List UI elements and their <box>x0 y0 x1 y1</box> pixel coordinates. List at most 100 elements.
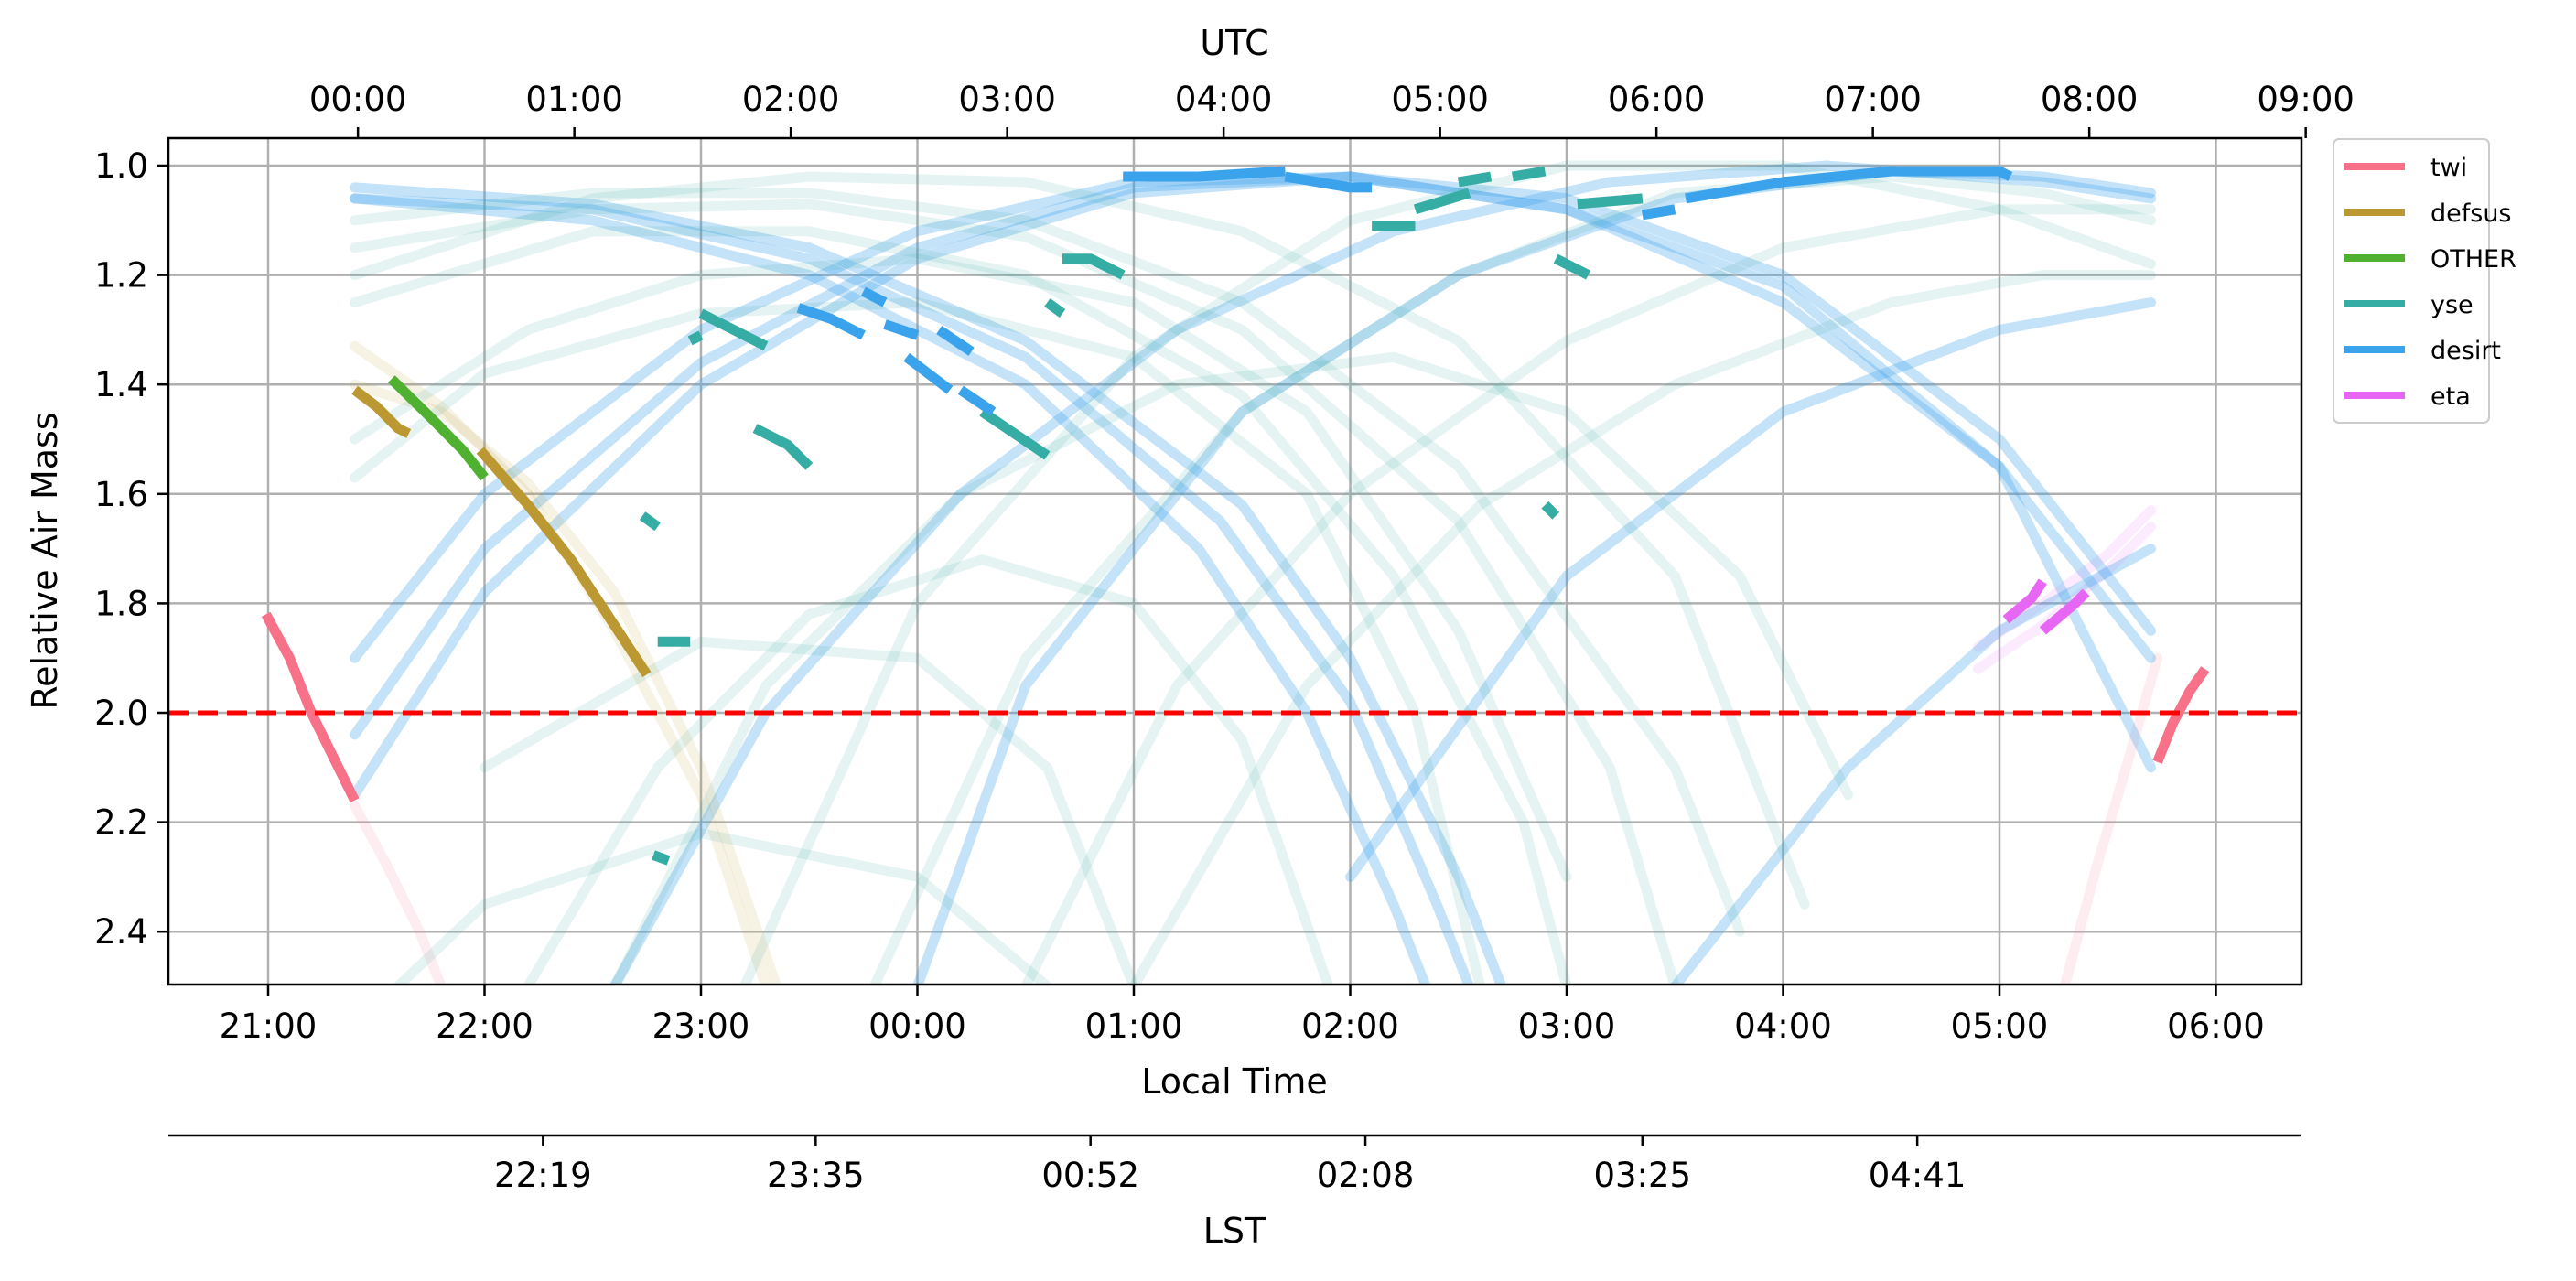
twi-faint-track <box>350 801 447 985</box>
y-tick-label: 1.8 <box>94 584 148 623</box>
desirt-observed-segment <box>957 385 997 416</box>
eta-observed-segment <box>2002 578 2047 624</box>
legend-label: twi <box>2430 154 2467 182</box>
y-tick-label: 1.4 <box>94 365 148 404</box>
x-axis-title: Local Time <box>1141 1061 1328 1102</box>
legend-label: desirt <box>2430 337 2501 365</box>
faint-series-layer <box>350 160 2163 985</box>
x-tick-label: 21:00 <box>220 1006 318 1046</box>
yse-observed-segment <box>752 424 814 470</box>
utc-tick-label: 05:00 <box>1391 80 1489 119</box>
yse-observed-segment <box>652 850 671 866</box>
x-tick-label: 22:00 <box>436 1006 534 1046</box>
yse-observed-segment <box>1413 188 1471 215</box>
y-tick-label: 2.4 <box>94 912 148 952</box>
twi-faint-track <box>2059 652 2163 985</box>
desirt-faint-track <box>1345 297 2156 882</box>
desirt-faint-track <box>350 171 2156 801</box>
desirt-faint-track <box>350 193 1474 985</box>
desirt-faint-track <box>350 193 1431 985</box>
ticks-layer: 21:00 22:00 23:00 00:00 01:00 02:00 03:00 04:00… <box>94 80 2355 1195</box>
lst-tick-label: 03:25 <box>1593 1156 1691 1195</box>
desirt-observed-segment <box>1685 166 2013 204</box>
y-axis-title: Relative Air Mass <box>25 412 65 709</box>
y-tick-label: 2.2 <box>94 803 148 843</box>
yse-observed-segment <box>1511 166 1547 182</box>
x-tick-label: 02:00 <box>1301 1006 1399 1046</box>
desirt-observed-segment <box>1641 204 1676 221</box>
eta-faint-track <box>1972 505 2156 652</box>
utc-tick-label: 04:00 <box>1175 80 1273 119</box>
lst-axis-title: LST <box>1203 1211 1266 1251</box>
desirt-faint-track <box>1670 544 2156 985</box>
desirt-observed-segment <box>860 286 888 307</box>
desirt-observed-segment <box>883 319 920 340</box>
yse-observed-segment <box>639 511 661 532</box>
eta-observed-segment <box>2039 588 2090 635</box>
desirt-observed-segment <box>1284 171 1373 193</box>
yse-faint-track <box>393 828 1052 985</box>
x-tick-label: 00:00 <box>868 1006 966 1046</box>
yse-observed-segment <box>1553 253 1591 280</box>
y-tick-label: 2.0 <box>94 694 148 733</box>
defsus-observed-segment <box>476 447 652 678</box>
lst-tick-label: 04:41 <box>1869 1156 1967 1195</box>
yse-faint-track <box>350 188 1745 937</box>
desirt-observed-segment <box>903 352 954 394</box>
plot-frame <box>167 136 2303 986</box>
utc-tick-label: 06:00 <box>1608 80 1706 119</box>
utc-tick-label: 07:00 <box>1824 80 1922 119</box>
yse-faint-track <box>350 226 1572 985</box>
yse-observed-segment <box>1457 171 1493 188</box>
yse-faint-track <box>480 636 1139 985</box>
desirt-observed-segment <box>936 325 975 356</box>
yse-observed-segment <box>1541 501 1560 520</box>
y-tick-label: 1.0 <box>94 146 148 186</box>
top-axis-title: UTC <box>1200 23 1268 63</box>
legend-label: eta <box>2430 382 2471 411</box>
plot-background <box>168 138 2301 985</box>
legend: twi defsus OTHER yse desirt eta <box>2333 138 2517 424</box>
y-tick-label: 1.2 <box>94 256 148 296</box>
yse-faint-track <box>350 171 1810 910</box>
legend-label: OTHER <box>2430 245 2517 274</box>
yse-faint-track <box>609 351 1853 985</box>
utc-tick-label: 02:00 <box>742 80 840 119</box>
desirt-faint-track <box>350 182 1507 985</box>
utc-tick-label: 01:00 <box>525 80 623 119</box>
twi-observed-segment <box>2152 666 2210 764</box>
desirt-observed-segment <box>796 303 866 340</box>
yse-faint-track <box>1128 270 2156 985</box>
yse-observed-segment <box>1062 253 1126 280</box>
utc-tick-label: 03:00 <box>958 80 1056 119</box>
yse-observed-segment <box>979 407 1051 460</box>
y-tick-label: 1.6 <box>94 475 148 514</box>
legend-label: defsus <box>2430 199 2512 228</box>
desirt-faint-track <box>912 166 2156 985</box>
desirt-faint-track <box>350 171 2156 740</box>
desirt-faint-track <box>609 160 2156 985</box>
yse-faint-track <box>869 171 2156 985</box>
yse-observed-segment <box>687 330 704 346</box>
yse-observed-segment <box>1577 193 1644 210</box>
x-tick-label: 23:00 <box>652 1006 750 1046</box>
bold-series-layer <box>261 166 2210 866</box>
yse-observed-segment <box>1044 298 1066 318</box>
defsus-observed-segment <box>351 385 412 438</box>
x-tick-label: 06:00 <box>2167 1006 2265 1046</box>
desirt-observed-segment <box>1123 166 1286 182</box>
desirt-faint-track <box>350 171 2156 663</box>
utc-tick-label: 09:00 <box>2257 80 2355 119</box>
x-tick-label: 01:00 <box>1085 1006 1183 1046</box>
lst-tick-label: 00:52 <box>1041 1156 1139 1195</box>
x-tick-label: 04:00 <box>1734 1006 1832 1046</box>
lst-tick-label: 02:08 <box>1317 1156 1415 1195</box>
utc-tick-label: 08:00 <box>2041 80 2139 119</box>
OTHER-observed-segment <box>387 375 489 481</box>
legend-label: yse <box>2430 291 2474 319</box>
yse-faint-track <box>350 199 1680 985</box>
yse-faint-track <box>350 253 1572 882</box>
yse-faint-track <box>523 554 1334 985</box>
